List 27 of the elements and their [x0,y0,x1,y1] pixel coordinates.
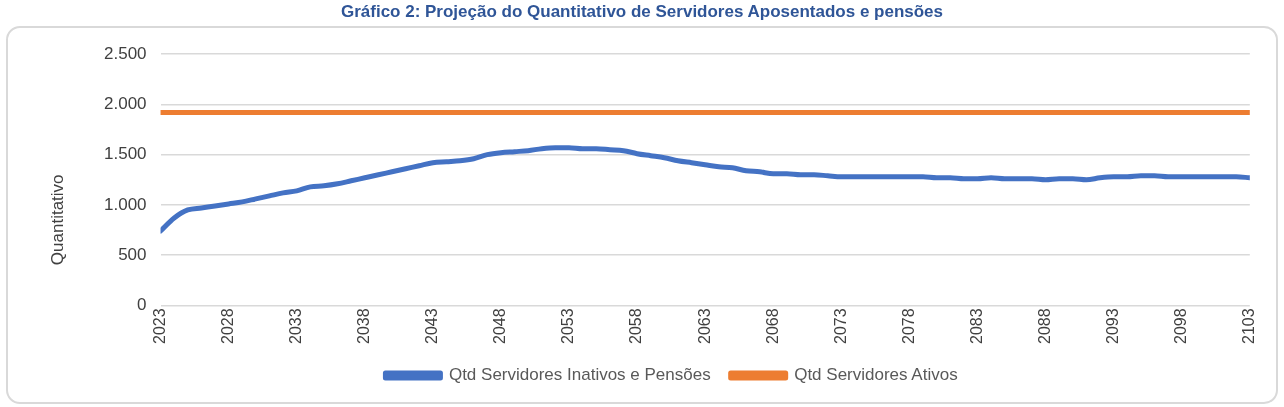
y-tick-label: 500 [118,244,147,264]
x-tick-label: 2048 [491,308,509,344]
x-tick-label: 2083 [967,308,985,344]
y-tick-label: 1.500 [103,144,147,164]
x-tick-label: 2033 [287,308,305,344]
y-tick-label: 2.000 [103,94,147,114]
legend-label: Qtd Servidores Ativos [794,365,958,385]
x-tick-label: 2078 [899,308,917,344]
y-axis-title: Quantitativo [47,174,67,266]
x-tick-label: 2038 [355,308,373,344]
x-tick-label: 2028 [219,308,237,344]
x-tick-label: 2098 [1172,308,1190,344]
x-tick-label: 2053 [559,308,577,344]
chart-title: Gráfico 2: Projeção do Quantitativo de Servidores Aposentados e pensões [339,2,945,22]
y-tick-label: 2.500 [103,43,147,63]
y-tick-label: 0 [137,295,147,315]
x-tick-label: 2063 [695,308,713,344]
x-tick-label: 2088 [1035,308,1053,344]
x-tick-label: 2023 [150,308,168,344]
x-tick-label: 2073 [831,308,849,344]
y-tick-label: 1.000 [103,194,147,214]
x-tick-label: 2058 [627,308,645,344]
x-tick-label: 2093 [1104,308,1122,344]
legend-label: Qtd Servidores Inativos e Pensões [448,365,711,385]
x-tick-label: 2068 [763,308,781,344]
x-tick-label: 2103 [1240,308,1258,344]
x-tick-label: 2043 [423,308,441,344]
